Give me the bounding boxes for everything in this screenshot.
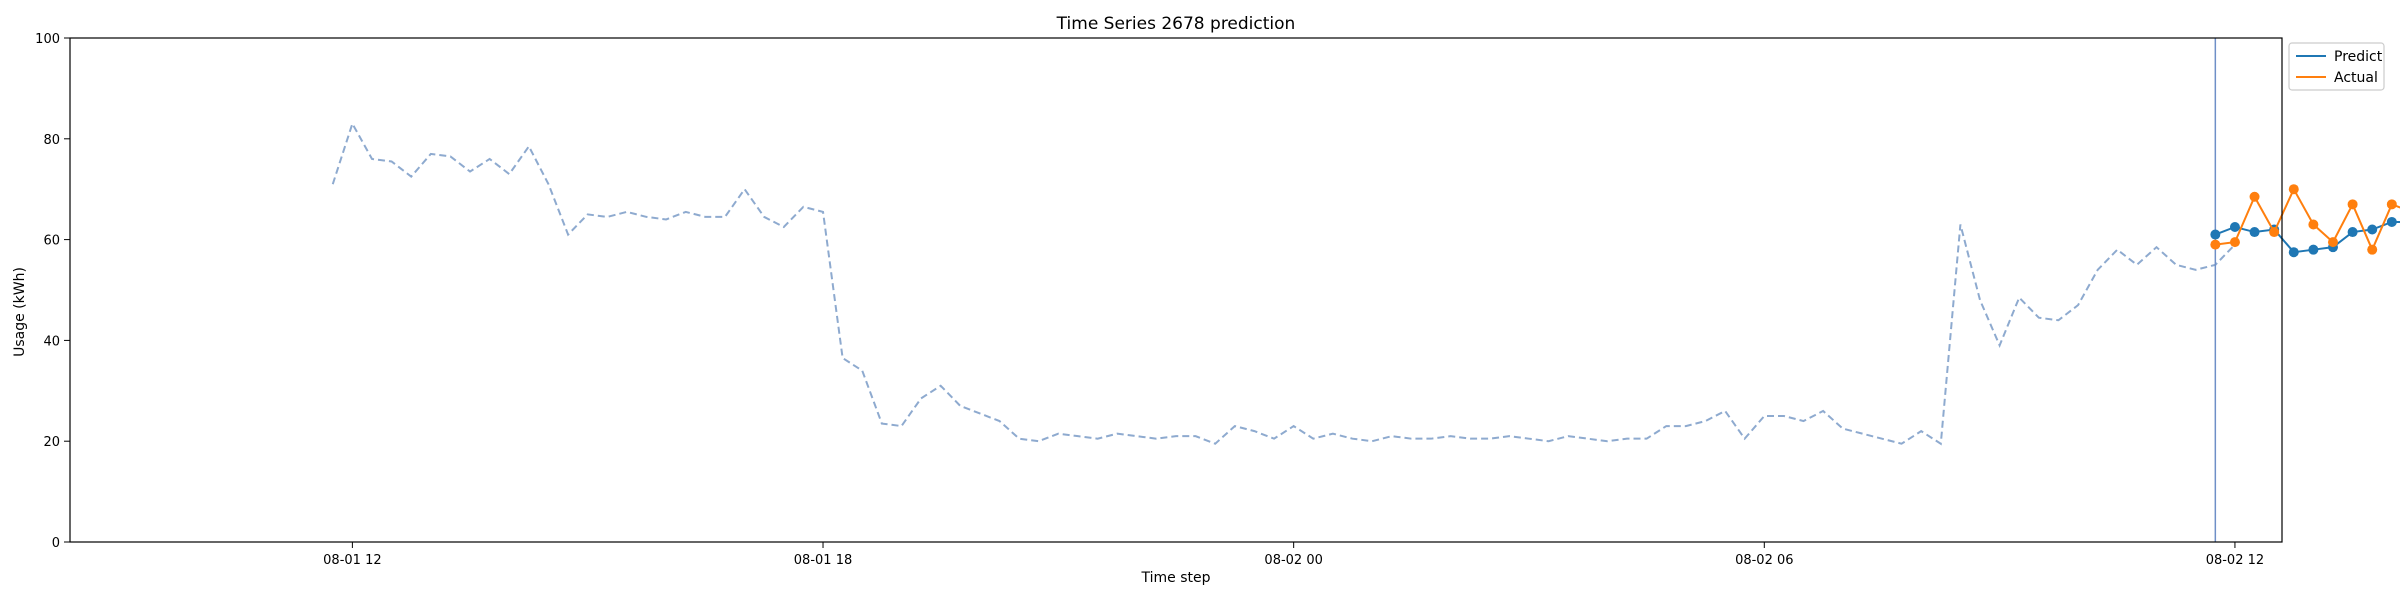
predict-point xyxy=(2386,216,2397,227)
plot-frame xyxy=(69,37,2283,543)
actual-point xyxy=(2210,239,2221,250)
predict-point xyxy=(2229,222,2240,232)
x-tick-label: 08-01 12 xyxy=(323,553,381,568)
legend-predict-label: Predict xyxy=(2334,49,2383,65)
actual-point xyxy=(2229,237,2240,248)
x-tick-label: 08-02 06 xyxy=(1735,553,1793,568)
y-tick-label: 60 xyxy=(43,234,60,249)
predict-point xyxy=(2347,227,2358,238)
actual-series xyxy=(2210,184,2400,255)
actual-point xyxy=(2288,184,2299,195)
predict-point xyxy=(2288,247,2299,258)
y-tick-label: 40 xyxy=(43,334,60,349)
chart-title: Time Series 2678 prediction xyxy=(1056,14,1296,34)
predict-point xyxy=(2210,229,2221,240)
actual-point xyxy=(2308,219,2319,230)
actual-point xyxy=(2327,237,2338,248)
y-axis-label: Usage (kWh) xyxy=(12,267,28,357)
predict-point xyxy=(2308,244,2319,255)
x-tick-label: 08-02 00 xyxy=(1264,553,1322,568)
history-line xyxy=(331,121,2236,446)
actual-point xyxy=(2386,199,2397,210)
predict-point xyxy=(2367,224,2378,235)
y-axis: 0 20 40 60 80 100 xyxy=(35,32,70,551)
x-tick-label: 08-01 18 xyxy=(794,553,852,568)
actual-point xyxy=(2347,199,2358,210)
legend-box xyxy=(2288,42,2385,91)
y-tick-label: 80 xyxy=(43,133,60,148)
legend: Predict Actual xyxy=(2288,42,2385,91)
y-tick-label: 0 xyxy=(52,536,60,551)
actual-point xyxy=(2269,227,2280,238)
x-axis-label: Time step xyxy=(1141,570,1211,586)
actual-point xyxy=(2249,191,2260,202)
predict-point xyxy=(2249,227,2260,238)
x-tick-label: 08-02 12 xyxy=(2206,553,2264,568)
x-axis: 08-01 12 08-01 18 08-02 00 08-02 06 08-02 12… xyxy=(323,542,2264,568)
y-tick-label: 20 xyxy=(43,435,60,450)
actual-point xyxy=(2367,244,2378,255)
y-tick-label: 100 xyxy=(35,32,60,47)
legend-actual-label: Actual xyxy=(2334,70,2378,86)
